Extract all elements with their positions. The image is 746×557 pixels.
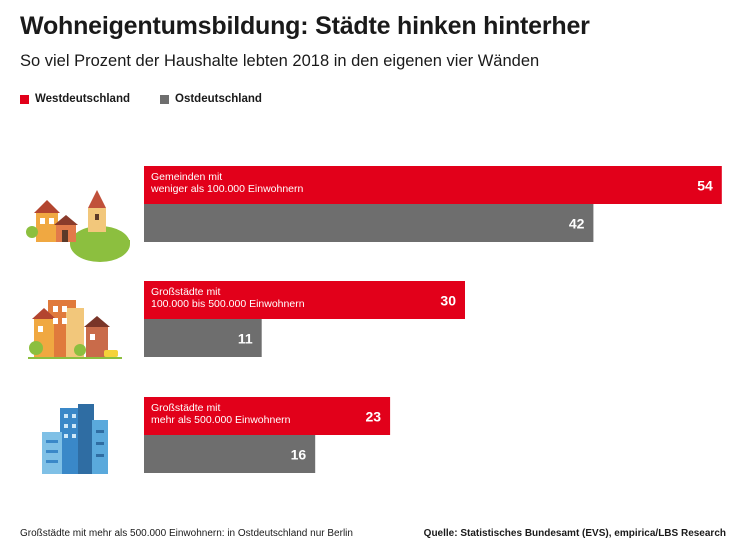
legend-swatch-west xyxy=(20,94,29,104)
category-label-2-line-1: mehr als 500.000 Einwohnern xyxy=(151,414,291,426)
chart-title: Wohneigentumsbildung: Städte hinken hint… xyxy=(20,12,590,40)
value-label-east-1: 11 xyxy=(238,331,253,347)
bar-west-1 xyxy=(144,281,465,319)
category-label-0-line-0: Gemeinden mit xyxy=(151,171,222,183)
value-label-east-0: 42 xyxy=(569,216,585,232)
chart-subtitle: So viel Prozent der Haushalte lebten 201… xyxy=(20,52,540,70)
legend-label-west: Westdeutschland xyxy=(35,93,130,105)
value-label-west-1: 30 xyxy=(440,293,456,309)
legend-swatch-east xyxy=(160,94,169,104)
village-icon xyxy=(26,190,130,262)
legend-item-east: Ostdeutschland xyxy=(160,93,262,105)
town-icon xyxy=(28,300,122,359)
bar-east-1 xyxy=(144,319,262,357)
source-note: Quelle: Statistisches Bundesamt (EVS), e… xyxy=(423,528,726,539)
value-label-east-2: 16 xyxy=(291,447,307,463)
bar-east-0 xyxy=(144,204,594,242)
category-label-0-line-1: weniger als 100.000 Einwohnern xyxy=(150,183,304,195)
legend: Westdeutschland Ostdeutschland xyxy=(20,93,262,105)
legend-item-west: Westdeutschland xyxy=(20,93,130,105)
legend-label-east: Ostdeutschland xyxy=(175,93,262,105)
value-label-west-2: 23 xyxy=(366,409,382,425)
bar-east-2 xyxy=(144,435,316,473)
footnote: Großstädte mit mehr als 500.000 Einwohne… xyxy=(20,528,353,539)
value-label-west-0: 54 xyxy=(697,178,713,194)
category-label-2-line-0: Großstädte mit xyxy=(151,402,221,414)
bar-west-0 xyxy=(144,166,722,204)
category-label-1-line-1: 100.000 bis 500.000 Einwohnern xyxy=(151,298,305,310)
bar-west-2 xyxy=(144,397,391,435)
skyscraper-icon xyxy=(42,404,108,474)
category-label-1-line-0: Großstädte mit xyxy=(151,286,221,298)
